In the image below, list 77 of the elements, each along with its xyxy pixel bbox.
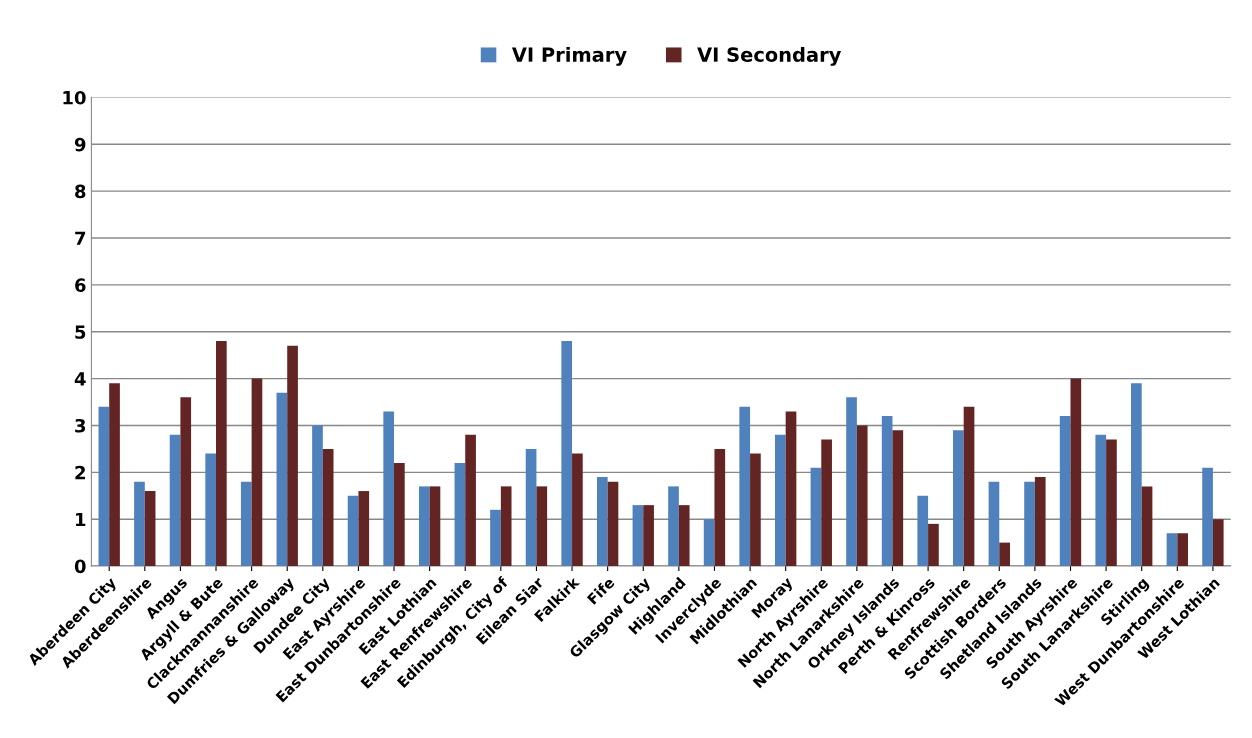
bar bbox=[1202, 467, 1213, 567]
bar bbox=[454, 462, 466, 567]
bar bbox=[643, 505, 654, 567]
bar bbox=[750, 453, 761, 567]
y-tick-label: 4 bbox=[74, 372, 86, 386]
y-tick-label: 6 bbox=[75, 278, 86, 292]
bar bbox=[774, 434, 786, 567]
bar bbox=[383, 411, 395, 567]
y-tick-label: 3 bbox=[75, 418, 86, 433]
bar bbox=[216, 341, 227, 567]
y-tick-label: 2 bbox=[75, 465, 85, 480]
bar bbox=[322, 448, 334, 567]
bar bbox=[240, 481, 252, 567]
bar bbox=[714, 448, 726, 567]
bar bbox=[892, 430, 904, 567]
bar bbox=[963, 406, 975, 567]
bar bbox=[358, 491, 370, 567]
bar bbox=[144, 491, 156, 567]
bar bbox=[134, 481, 145, 567]
bar bbox=[205, 453, 217, 567]
y-tick-label: 1 bbox=[76, 512, 86, 527]
bar bbox=[276, 392, 288, 567]
bar bbox=[988, 481, 1000, 567]
y-tick-label: 8 bbox=[75, 184, 86, 199]
bar bbox=[739, 406, 751, 567]
bar bbox=[917, 495, 929, 567]
bar bbox=[928, 523, 939, 567]
bar bbox=[169, 434, 181, 567]
bar bbox=[561, 341, 573, 567]
bar bbox=[465, 434, 476, 567]
bar bbox=[287, 345, 298, 567]
bar bbox=[1141, 486, 1153, 567]
y-tick-label: 5 bbox=[75, 325, 86, 339]
y-tick-label: 0 bbox=[74, 559, 86, 574]
bar bbox=[1131, 383, 1142, 567]
bar bbox=[810, 467, 822, 567]
bar bbox=[881, 416, 893, 567]
bar bbox=[490, 509, 501, 567]
bar bbox=[668, 486, 679, 567]
y-tick-label: 9 bbox=[74, 137, 86, 152]
bar bbox=[109, 383, 120, 567]
bar bbox=[500, 486, 512, 567]
bar bbox=[1106, 439, 1117, 567]
bar bbox=[856, 425, 868, 567]
bar bbox=[678, 505, 690, 567]
bar bbox=[1212, 519, 1224, 567]
bar bbox=[1166, 533, 1178, 567]
bar bbox=[846, 397, 857, 567]
bar bbox=[999, 542, 1010, 567]
y-tick-label: 7 bbox=[75, 231, 86, 245]
bar bbox=[525, 448, 537, 567]
bar bbox=[953, 430, 964, 567]
legend-label: VI Primary bbox=[511, 46, 627, 66]
bar bbox=[785, 411, 797, 567]
bar bbox=[394, 462, 405, 567]
bar bbox=[429, 486, 441, 567]
bar bbox=[1177, 533, 1188, 567]
bar bbox=[703, 519, 715, 567]
legend-label: VI Secondary bbox=[697, 46, 841, 66]
bar bbox=[98, 406, 110, 567]
bar bbox=[1024, 481, 1035, 567]
bar bbox=[596, 477, 608, 567]
bar bbox=[821, 439, 832, 567]
bar bbox=[251, 378, 263, 567]
y-tick-label: 10 bbox=[63, 90, 86, 105]
bar bbox=[1070, 378, 1082, 567]
bar bbox=[312, 425, 323, 567]
bar bbox=[536, 486, 548, 567]
bar bbox=[1095, 434, 1107, 567]
bar bbox=[632, 505, 644, 567]
bar bbox=[607, 481, 619, 567]
bar bbox=[1034, 477, 1046, 567]
bar bbox=[418, 486, 430, 567]
bar bbox=[180, 397, 192, 567]
bar bbox=[347, 495, 359, 567]
bar bbox=[1059, 416, 1071, 567]
bar bbox=[572, 453, 583, 567]
